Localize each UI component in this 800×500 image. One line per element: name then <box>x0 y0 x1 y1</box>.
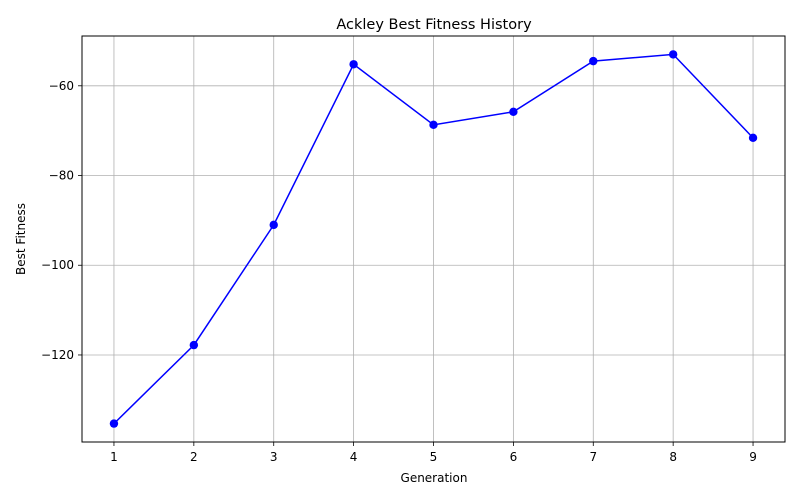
y-tick-label: −60 <box>49 79 74 93</box>
data-point <box>668 50 678 59</box>
data-point <box>429 120 438 130</box>
y-tick-label: −100 <box>41 258 74 272</box>
y-axis: −120 −100 −80 −60 <box>41 79 82 362</box>
data-point <box>509 107 518 117</box>
x-tick-label: 3 <box>270 450 278 464</box>
x-tick-label: 7 <box>589 450 597 464</box>
data-point <box>189 340 199 350</box>
x-tick-label: 4 <box>350 450 358 464</box>
x-tick-label: 9 <box>749 450 757 464</box>
x-tick-label: 8 <box>669 450 677 464</box>
grid <box>82 36 785 442</box>
x-tick-label: 6 <box>510 450 518 464</box>
chart-title: Ackley Best Fitness History <box>336 17 532 33</box>
series-layer <box>109 50 758 428</box>
data-point <box>269 220 278 230</box>
data-point <box>349 60 358 69</box>
x-tick-label: 2 <box>190 450 198 464</box>
y-axis-label: Best Fitness <box>14 203 28 275</box>
x-axis: 1 2 3 4 5 6 7 8 9 <box>110 442 757 464</box>
data-point <box>748 133 758 143</box>
y-tick-label: −120 <box>41 348 74 362</box>
y-tick-label: −80 <box>49 169 74 183</box>
x-tick-label: 1 <box>110 450 118 464</box>
x-tick-label: 5 <box>430 450 438 464</box>
data-point <box>589 56 598 66</box>
data-point <box>109 419 119 428</box>
x-axis-label: Generation <box>401 471 468 485</box>
